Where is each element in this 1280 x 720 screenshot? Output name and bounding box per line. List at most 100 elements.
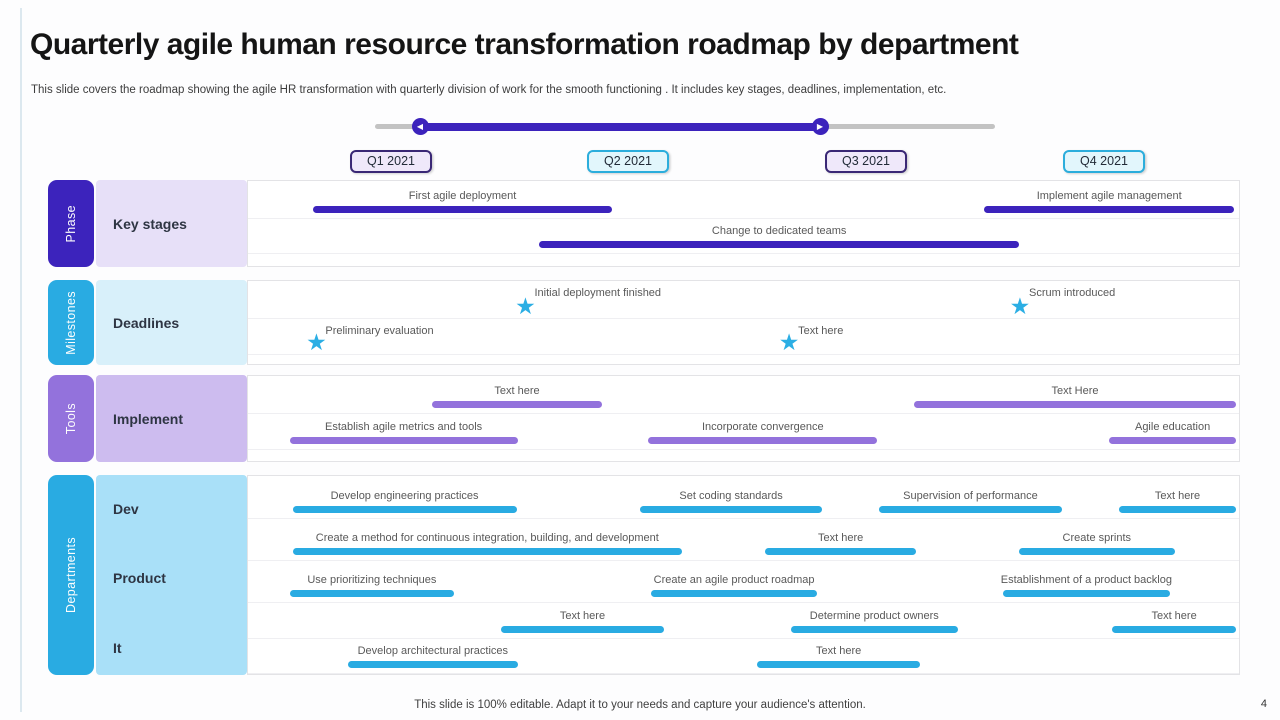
milestone-star-icon: ★: [1009, 294, 1031, 320]
bar-label: Develop engineering practices: [330, 490, 479, 502]
roadmap-bar: [313, 206, 612, 213]
bar-label: Text here: [816, 645, 862, 657]
bar-label: Text here: [559, 610, 606, 622]
band-label: Implement: [113, 410, 184, 427]
band-label-dev: Dev: [113, 501, 139, 517]
roadmap-bar: [500, 626, 665, 633]
band-tab-departments: Departments: [48, 475, 94, 675]
chart-row: Establish agile metrics and tools Incorpo…: [248, 414, 1239, 450]
roadmap-bar: [765, 548, 916, 555]
roadmap-bar: [289, 590, 455, 597]
band-tab-label: Departments: [64, 537, 78, 613]
band-label-it: It: [113, 640, 122, 656]
bar-label: Text here: [1154, 490, 1201, 502]
band-labelbox-tools: Implement: [96, 375, 247, 462]
bar-label: Establish agile metrics and tools: [325, 421, 483, 433]
chart-row: Develop engineering practices Set coding …: [248, 476, 1239, 519]
bar-label: Incorporate convergence: [701, 421, 824, 433]
bar-label: Establishment of a product backlog: [1000, 574, 1172, 586]
chart-row: ★ Preliminary evaluation ★ Text here: [248, 319, 1239, 355]
bar-label: Text Here: [1051, 385, 1099, 397]
band-phase: Phase Key stages First agile deployment Imp…: [48, 180, 1240, 267]
band-label-product: Product: [113, 570, 166, 586]
roadmap-bar: [292, 506, 517, 513]
roadmap-bar: [1003, 590, 1170, 597]
milestone-label: Scrum introduced: [1028, 287, 1116, 299]
page-title: Quarterly agile human resource transform…: [30, 28, 1019, 61]
milestone-label: Preliminary evaluation: [325, 325, 434, 337]
slider-left-handle[interactable]: ◀: [411, 118, 429, 135]
bar-label: Use prioritizing techniques: [307, 574, 437, 586]
roadmap-bar: [913, 401, 1236, 408]
quarter-chip-3[interactable]: Q3 2021: [825, 150, 907, 173]
roadmap-bar: [1018, 548, 1175, 555]
chart-row: Create a method for continuous integrati…: [248, 519, 1239, 561]
bar-label: Text here: [1151, 610, 1197, 622]
bar-label: Text here: [494, 385, 540, 397]
bar-label: Implement agile management: [1036, 190, 1182, 202]
band-tab-tools: Tools: [48, 375, 94, 462]
timeline-slider-range[interactable]: [420, 123, 820, 131]
quarter-chip-2[interactable]: Q2 2021: [587, 150, 669, 173]
roadmap-bar: [640, 506, 822, 513]
chart-row: Text here Determine product owners Text he…: [248, 603, 1239, 639]
band-tab-label: Milestones: [64, 290, 78, 355]
page-subtitle: This slide covers the roadmap showing th…: [31, 84, 947, 96]
roadmap-bar: [984, 206, 1235, 213]
arrow-right-icon: ▶: [816, 121, 824, 131]
roadmap-bar: [648, 437, 878, 444]
roadmap-bar: [757, 661, 920, 668]
bar-label: Text here: [817, 532, 864, 544]
band-label: Deadlines: [113, 314, 180, 331]
roadmap-bar: [1119, 506, 1237, 513]
band-tab-phase: Phase: [48, 180, 94, 267]
band-tab-label: Tools: [64, 402, 78, 435]
bar-label: Agile education: [1134, 421, 1211, 433]
band-labelbox-phase: Key stages: [96, 180, 247, 267]
roadmap-bar: [651, 590, 817, 597]
bar-label: Change to dedicated teams: [711, 225, 847, 237]
chart-row: First agile deployment Implement agile ma…: [248, 181, 1239, 219]
roadmap-bar: [1112, 626, 1237, 633]
roadmap-bar: [348, 661, 518, 668]
arrow-left-icon: ◀: [416, 121, 424, 131]
chart-row: Text here Text Here: [248, 376, 1239, 414]
page-number: 4: [1260, 698, 1267, 710]
bar-label: Create a method for continuous integrati…: [315, 532, 659, 544]
band-tab-milestones: Milestones: [48, 280, 94, 365]
band-label: Key stages: [113, 215, 187, 232]
slider-right-handle[interactable]: ▶: [811, 118, 829, 135]
roadmap-bar: [879, 506, 1062, 513]
milestone-star-icon: ★: [515, 294, 536, 320]
chart-row: Develop architectural practices Text here: [248, 639, 1239, 674]
roadmap-bar: [292, 548, 683, 555]
band-chart-phase: First agile deployment Implement agile ma…: [247, 180, 1240, 267]
bar-label: Set coding standards: [679, 490, 783, 502]
footer-note: This slide is 100% editable. Adapt it to…: [414, 699, 866, 711]
band-milestones: Milestones Deadlines ★ Initial deployment f…: [48, 280, 1240, 365]
quarter-chip-1[interactable]: Q1 2021: [350, 150, 432, 173]
band-tools: Tools Implement Text here Text Here Establis…: [48, 375, 1240, 462]
chart-row: Use prioritizing techniques Create an agi…: [248, 561, 1239, 603]
bar-label: First agile deployment: [408, 190, 517, 202]
roadmap-bar: [432, 401, 602, 408]
chart-row: Change to dedicated teams: [248, 219, 1239, 254]
band-labelbox-milestones: Deadlines: [96, 280, 247, 365]
band-chart-milestones: ★ Initial deployment finished ★ Scrum intro…: [247, 280, 1240, 365]
bar-label: Create sprints: [1062, 532, 1132, 544]
bar-label: Develop architectural practices: [357, 645, 509, 657]
chart-row: ★ Initial deployment finished ★ Scrum intro…: [248, 281, 1239, 319]
milestone-label: Text here: [798, 325, 844, 337]
band-chart-departments: Develop engineering practices Set coding …: [247, 475, 1240, 675]
band-tab-label: Phase: [64, 204, 78, 243]
milestone-label: Initial deployment finished: [534, 287, 662, 299]
band-departments: Departments Dev Product It Develop engineeri…: [48, 475, 1240, 675]
band-chart-tools: Text here Text Here Establish agile metric…: [247, 375, 1240, 462]
bar-label: Supervision of performance: [903, 490, 1038, 502]
band-labelbox-departments: Dev Product It: [96, 475, 247, 675]
bar-label: Create an agile product roadmap: [653, 574, 815, 586]
roadmap-bar: [791, 626, 958, 633]
quarter-chip-4[interactable]: Q4 2021: [1063, 150, 1145, 173]
roadmap-bar: [539, 241, 1019, 248]
